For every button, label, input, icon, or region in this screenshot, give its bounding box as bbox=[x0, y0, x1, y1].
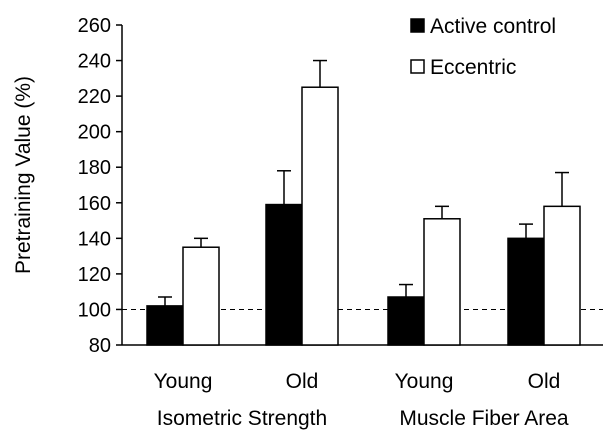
x-axis-category-labels: Young Old Young Old bbox=[154, 370, 561, 393]
legend: Active control Eccentric bbox=[410, 15, 556, 79]
y-tick-label: 240 bbox=[78, 51, 111, 73]
legend-label-eccentric: Eccentric bbox=[430, 56, 516, 79]
y-axis-ticks: 80 100 120 140 160 180 200 220 240 260 bbox=[78, 15, 122, 357]
y-tick-label: 160 bbox=[78, 193, 111, 215]
legend-swatch-active-control bbox=[410, 18, 425, 33]
bar-eccentric bbox=[543, 205, 581, 346]
y-tick-label: 180 bbox=[78, 157, 111, 179]
legend-label-active-control: Active control bbox=[430, 15, 556, 38]
x-axis-group-labels: Isometric Strength Muscle Fiber Area bbox=[157, 407, 569, 430]
bar-eccentric bbox=[301, 86, 339, 346]
bar-active-control bbox=[265, 203, 303, 346]
x-group-label: Muscle Fiber Area bbox=[399, 407, 569, 430]
bar-active-control bbox=[507, 237, 545, 346]
bar-eccentric bbox=[423, 218, 461, 346]
y-axis-title: Pretraining Value (%) bbox=[12, 76, 35, 274]
x-category-label: Old bbox=[286, 370, 319, 393]
bar-eccentric bbox=[182, 246, 220, 346]
x-category-label: Old bbox=[528, 370, 561, 393]
y-tick-label: 200 bbox=[78, 122, 111, 144]
y-tick-label: 80 bbox=[89, 335, 111, 357]
legend-swatch-eccentric bbox=[410, 59, 425, 74]
x-category-label: Young bbox=[154, 370, 213, 393]
y-tick-label: 140 bbox=[78, 228, 111, 250]
y-tick-label: 100 bbox=[78, 299, 111, 321]
bar-series bbox=[146, 59, 581, 346]
y-tick-label: 120 bbox=[78, 264, 111, 286]
y-tick-label: 220 bbox=[78, 86, 111, 108]
bar-active-control bbox=[387, 296, 425, 346]
bar-active-control bbox=[146, 305, 184, 346]
y-tick-label: 260 bbox=[78, 15, 111, 37]
x-category-label: Young bbox=[395, 370, 454, 393]
x-group-label: Isometric Strength bbox=[157, 407, 327, 430]
